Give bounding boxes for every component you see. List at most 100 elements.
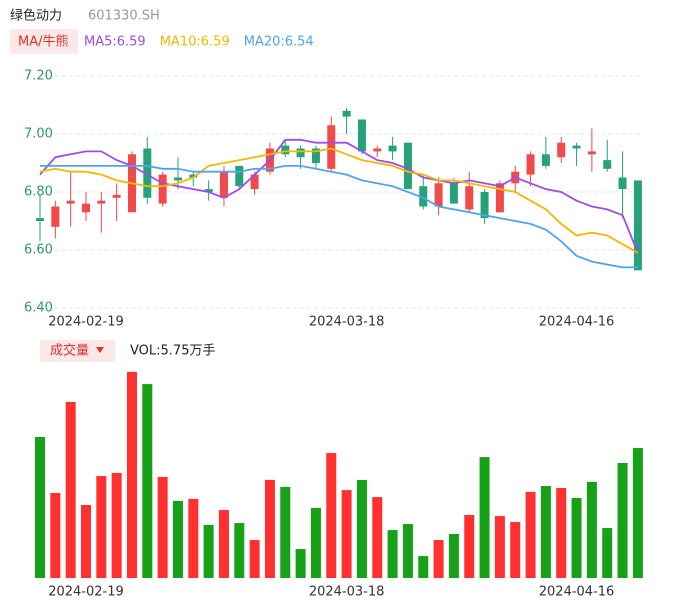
candle-body [158, 174, 167, 204]
volume-bar [494, 516, 505, 578]
candle-body [357, 119, 366, 152]
volume-bar [157, 476, 168, 578]
candle-body [419, 186, 428, 207]
volume-bar [35, 436, 45, 578]
volume-bar [433, 540, 444, 578]
volume-bar [65, 401, 76, 578]
volume-bar [280, 486, 291, 578]
volume-button-bg[interactable] [40, 340, 115, 362]
ma-line [40, 165, 638, 269]
candle-body [143, 148, 152, 198]
candle-body [403, 142, 412, 190]
volume-bar [387, 530, 398, 578]
candle-body [618, 177, 627, 190]
candle-body [342, 110, 351, 117]
x-tick-label: 2024-03-18 [309, 585, 385, 600]
volume-bar [586, 481, 597, 578]
volume-bar [142, 384, 153, 578]
candle-body [495, 183, 504, 213]
dropdown-arrow[interactable] [96, 347, 104, 353]
candle-body [434, 183, 443, 207]
x-tick-label: 2024-04-16 [539, 585, 615, 600]
volume-bar [525, 491, 536, 578]
ma-button-bg[interactable] [10, 29, 78, 54]
volume-bar [617, 462, 628, 578]
ma-button[interactable]: MA/牛熊 [18, 34, 69, 50]
volume-bar [234, 523, 245, 578]
candle-body [541, 154, 550, 166]
candle-body [51, 206, 60, 227]
x-tick-label: 2024-02-19 [48, 315, 124, 330]
candle-body [219, 171, 228, 198]
x-tick-label: 2024-02-19 [48, 585, 124, 600]
volume-bar [96, 476, 107, 578]
volume-bar [80, 505, 91, 578]
volume-bar [50, 493, 61, 578]
candle-body [603, 160, 612, 169]
volume-bar [372, 497, 383, 578]
volume-bar [126, 371, 137, 578]
candle-body [281, 145, 290, 155]
candle-body [36, 218, 44, 221]
y-tick-label: 7.00 [24, 127, 53, 142]
candle-body [250, 174, 259, 190]
volume-label: VOL:5.75万手 [130, 344, 215, 359]
candle-body [572, 145, 581, 149]
candle-body [373, 148, 382, 152]
volume-bar [310, 507, 321, 578]
volume-bar [249, 540, 260, 578]
volume-bar [295, 549, 306, 578]
candle-body [112, 194, 121, 198]
volume-bar [556, 488, 567, 578]
volume-bar [510, 521, 521, 578]
ma-line [39, 138, 639, 254]
x-tick-label: 2024-03-18 [309, 315, 385, 330]
volume-bar [341, 490, 352, 578]
volume-bar [172, 500, 183, 578]
volume-bar [326, 453, 337, 578]
volume-bar [203, 524, 214, 578]
volume-button[interactable]: 成交量 [50, 343, 89, 359]
candle-body [66, 200, 75, 204]
candle-body [235, 165, 244, 187]
candle-body [587, 151, 596, 155]
candle-body [81, 203, 90, 213]
candle-body [480, 192, 489, 219]
volume-bar [479, 457, 490, 578]
volume-bar [356, 479, 367, 578]
volume-bar [218, 509, 229, 578]
candle-body [388, 145, 397, 152]
candle-body [449, 183, 458, 204]
candle-body [189, 174, 198, 178]
volume-bar [632, 448, 643, 578]
candle-body [204, 189, 213, 192]
candle-body [526, 154, 535, 175]
candle-body [311, 148, 320, 163]
ma-line [39, 147, 639, 254]
legend-entry: MA20:6.54 [244, 35, 314, 50]
volume-bar [571, 497, 582, 578]
legend-entry: MA10:6.59 [160, 35, 230, 50]
volume-bar [602, 528, 613, 578]
y-tick-label: 7.20 [24, 69, 53, 84]
candle-body [465, 186, 474, 210]
volume-bar [464, 514, 475, 578]
legend-entry: MA5:6.59 [84, 35, 146, 50]
volume-bar [188, 498, 199, 578]
volume-bar [402, 523, 413, 578]
y-tick-label: 6.40 [24, 301, 53, 316]
volume-bar [448, 533, 459, 578]
volume-bar [264, 479, 275, 578]
y-tick-label: 6.60 [24, 243, 53, 258]
candle-body [557, 142, 566, 158]
stock-name: 绿色动力 [10, 8, 62, 24]
volume-bar [111, 472, 122, 578]
candle-body [173, 177, 182, 181]
candle-body [327, 125, 336, 169]
candle-body [633, 180, 642, 271]
y-tick-label: 6.80 [24, 185, 53, 200]
volume-bar [540, 486, 551, 578]
candle-body [296, 148, 305, 158]
x-tick-label: 2024-04-16 [539, 315, 615, 330]
